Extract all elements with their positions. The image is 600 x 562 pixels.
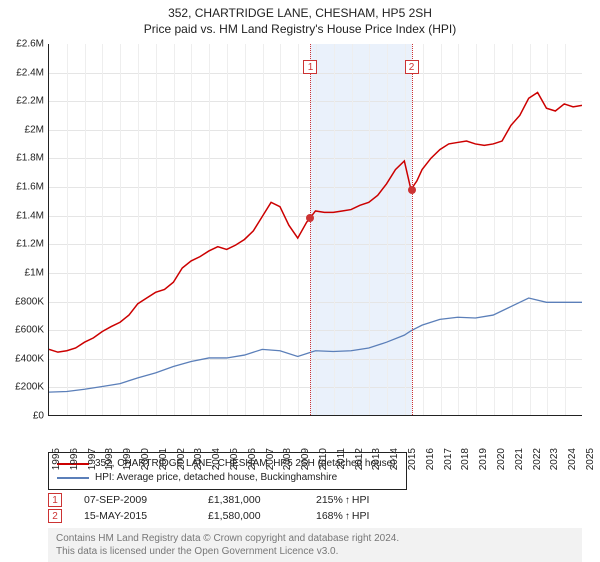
legend-row: HPI: Average price, detached house, Buck… — [57, 471, 396, 485]
x-axis-tick-label: 2002 — [176, 448, 187, 470]
event-price: £1,580,000 — [208, 510, 294, 522]
event-table: 1 07-SEP-2009 £1,381,000 215% ↑ HPI 2 15… — [48, 492, 369, 524]
y-axis-tick-label: £2.2M — [4, 96, 44, 107]
footer-line2: This data is licensed under the Open Gov… — [56, 545, 574, 558]
event-hpi-change: 215% ↑ HPI — [316, 494, 369, 506]
x-axis-tick-label: 2010 — [318, 448, 329, 470]
x-axis-tick-label: 2007 — [265, 448, 276, 470]
x-axis-tick-label: 2004 — [211, 448, 222, 470]
event-callout-box: 2 — [48, 509, 62, 523]
arrow-up-icon: ↑ — [345, 511, 350, 522]
event-pct: 215% — [316, 494, 343, 506]
reference-line — [310, 44, 311, 415]
x-axis-tick-label: 2020 — [496, 448, 507, 470]
x-axis-tick-label: 2009 — [300, 448, 311, 470]
series-line-price_paid — [49, 92, 582, 352]
event-row: 2 15-MAY-2015 £1,580,000 168% ↑ HPI — [48, 508, 369, 524]
x-axis-tick-label: 2006 — [247, 448, 258, 470]
y-axis-tick-label: £2.4M — [4, 67, 44, 78]
x-axis-tick-label: 2003 — [193, 448, 204, 470]
footer-line1: Contains HM Land Registry data © Crown c… — [56, 532, 574, 545]
x-axis-tick-label: 1997 — [87, 448, 98, 470]
copyright-footer: Contains HM Land Registry data © Crown c… — [48, 528, 582, 562]
x-axis-tick-label: 2001 — [158, 448, 169, 470]
y-axis-tick-label: £2.6M — [4, 39, 44, 50]
y-axis-tick-label: £1.2M — [4, 239, 44, 250]
x-axis-tick-label: 2022 — [532, 448, 543, 470]
x-axis-tick-label: 2011 — [336, 448, 347, 470]
x-axis-tick-label: 1999 — [122, 448, 133, 470]
y-axis-tick-label: £1M — [4, 267, 44, 278]
event-suffix: HPI — [352, 510, 370, 522]
arrow-up-icon: ↑ — [345, 495, 350, 506]
reference-dot — [306, 214, 314, 222]
x-axis-tick-label: 2024 — [567, 448, 578, 470]
legend-label: HPI: Average price, detached house, Buck… — [95, 471, 337, 485]
y-axis-tick-label: £800K — [4, 296, 44, 307]
x-axis-tick-label: 2012 — [354, 448, 365, 470]
event-hpi-change: 168% ↑ HPI — [316, 510, 369, 522]
reference-line — [412, 44, 413, 415]
series-line-hpi — [49, 298, 582, 392]
chart-title-line1: 352, CHARTRIDGE LANE, CHESHAM, HP5 2SH — [0, 6, 600, 20]
x-axis-tick-label: 2021 — [514, 448, 525, 470]
x-axis-tick-label: 2019 — [478, 448, 489, 470]
chart-title-line2: Price paid vs. HM Land Registry's House … — [0, 22, 600, 36]
event-num: 1 — [52, 495, 58, 506]
event-row: 1 07-SEP-2009 £1,381,000 215% ↑ HPI — [48, 492, 369, 508]
y-axis-tick-label: £1.6M — [4, 182, 44, 193]
x-axis-tick-label: 2023 — [549, 448, 560, 470]
y-axis-tick-label: £200K — [4, 382, 44, 393]
legend-swatch — [57, 477, 89, 479]
chart-plot-area: 12 — [48, 44, 582, 416]
x-axis-tick-label: 2025 — [585, 448, 596, 470]
x-axis-tick-label: 2014 — [389, 448, 400, 470]
callout-box: 1 — [303, 60, 317, 74]
x-axis-tick-label: 1996 — [69, 448, 80, 470]
x-axis-tick-label: 1998 — [104, 448, 115, 470]
event-callout-box: 1 — [48, 493, 62, 507]
event-date: 07-SEP-2009 — [84, 494, 186, 506]
reference-dot — [408, 186, 416, 194]
y-axis-tick-label: £600K — [4, 325, 44, 336]
event-price: £1,381,000 — [208, 494, 294, 506]
x-axis-tick-label: 2017 — [443, 448, 454, 470]
x-axis-tick-label: 2016 — [425, 448, 436, 470]
x-axis-tick-label: 2013 — [371, 448, 382, 470]
x-axis-tick-label: 2018 — [460, 448, 471, 470]
chart-series-svg — [49, 44, 582, 415]
y-axis-tick-label: £1.4M — [4, 210, 44, 221]
event-pct: 168% — [316, 510, 343, 522]
chart-legend: 352, CHARTRIDGE LANE, CHESHAM, HP5 2SH (… — [48, 452, 407, 490]
x-axis-tick-label: 1995 — [51, 448, 62, 470]
x-axis-tick-label: 2015 — [407, 448, 418, 470]
event-suffix: HPI — [352, 494, 370, 506]
y-axis-tick-label: £400K — [4, 353, 44, 364]
event-date: 15-MAY-2015 — [84, 510, 186, 522]
x-axis-tick-label: 2000 — [140, 448, 151, 470]
y-axis-tick-label: £0 — [4, 411, 44, 422]
event-num: 2 — [52, 511, 58, 522]
y-axis-tick-label: £1.8M — [4, 153, 44, 164]
chart-title-block: 352, CHARTRIDGE LANE, CHESHAM, HP5 2SH P… — [0, 0, 600, 38]
y-axis-tick-label: £2M — [4, 124, 44, 135]
x-axis-tick-label: 2005 — [229, 448, 240, 470]
x-axis-tick-label: 2008 — [282, 448, 293, 470]
callout-box: 2 — [405, 60, 419, 74]
